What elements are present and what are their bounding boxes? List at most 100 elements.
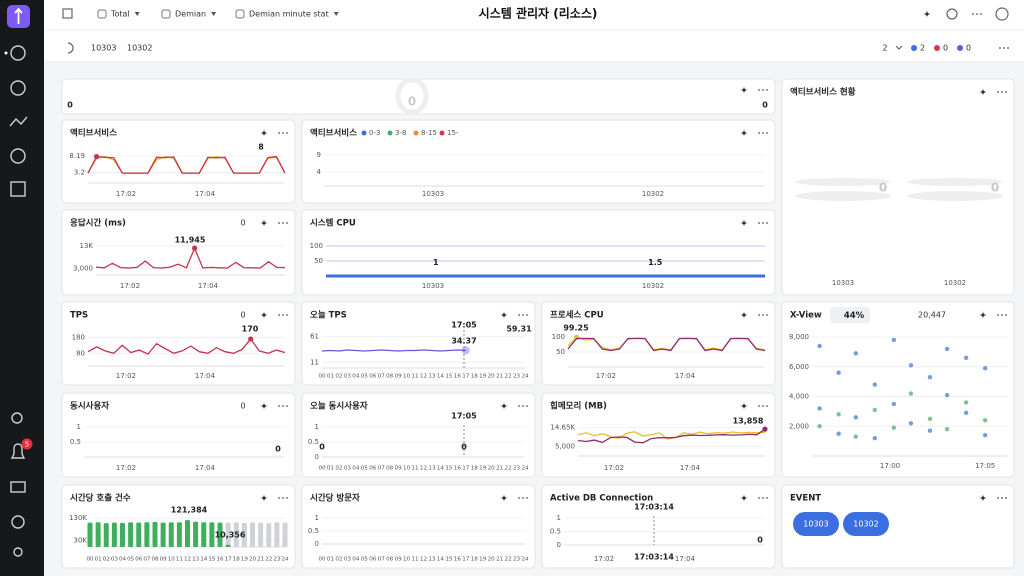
scatter-point[interactable] xyxy=(853,351,858,356)
scatter-point[interactable] xyxy=(891,401,897,407)
menu-dot[interactable] xyxy=(758,89,760,91)
ai-icon[interactable] xyxy=(740,311,748,319)
menu-dot[interactable] xyxy=(286,222,288,224)
scatter-point[interactable] xyxy=(836,370,841,375)
menu-dot[interactable] xyxy=(758,222,760,224)
agent-tab[interactable]: 10303 xyxy=(91,44,116,53)
menu-dot[interactable] xyxy=(522,314,524,316)
menu-dot[interactable] xyxy=(758,314,760,316)
ai-icon[interactable] xyxy=(260,129,268,137)
ai-icon[interactable] xyxy=(979,88,987,96)
menu-dot[interactable] xyxy=(278,132,280,134)
scatter-point[interactable] xyxy=(817,406,822,411)
scatter-point[interactable] xyxy=(836,412,841,417)
scatter-point[interactable] xyxy=(908,421,914,426)
nav-icon[interactable] xyxy=(10,443,26,459)
breadcrumb[interactable]: Demian xyxy=(175,10,206,19)
scatter-point[interactable] xyxy=(836,431,841,436)
menu-dot[interactable] xyxy=(518,314,520,316)
menu-dot[interactable] xyxy=(1007,47,1009,49)
menu-dot[interactable] xyxy=(976,13,978,15)
scatter-point[interactable] xyxy=(817,424,822,429)
menu-dot[interactable] xyxy=(766,405,768,407)
menu-dot[interactable] xyxy=(758,497,760,499)
scatter-point[interactable] xyxy=(872,382,877,387)
scatter-point[interactable] xyxy=(927,374,933,380)
scatter-point[interactable] xyxy=(944,427,950,432)
menu-dot[interactable] xyxy=(278,497,280,499)
scatter-point[interactable] xyxy=(817,343,822,349)
scatter-point[interactable] xyxy=(982,432,988,438)
menu-dot[interactable] xyxy=(997,497,999,499)
scatter-point[interactable] xyxy=(853,434,858,439)
scatter-point[interactable] xyxy=(872,435,877,441)
menu-dot[interactable] xyxy=(282,132,284,134)
breadcrumb[interactable]: Demian minute stat xyxy=(249,10,329,19)
nav-icon[interactable] xyxy=(10,148,26,164)
nav-icon[interactable] xyxy=(13,547,23,557)
menu-dot[interactable] xyxy=(286,405,288,407)
ai-icon[interactable] xyxy=(260,494,268,502)
menu-dot[interactable] xyxy=(762,314,764,316)
ai-icon[interactable] xyxy=(740,402,748,410)
menu-dot[interactable] xyxy=(526,314,528,316)
menu-dot[interactable] xyxy=(282,497,284,499)
menu-dot[interactable] xyxy=(766,222,768,224)
scatter-point[interactable] xyxy=(853,415,858,420)
menu-dot[interactable] xyxy=(278,222,280,224)
event-button[interactable] xyxy=(793,512,839,536)
menu-dot[interactable] xyxy=(286,132,288,134)
menu-dot[interactable] xyxy=(522,497,524,499)
scatter-point[interactable] xyxy=(963,410,969,416)
breadcrumb-icon[interactable] xyxy=(97,9,107,19)
ai-icon[interactable] xyxy=(500,311,508,319)
menu-dot[interactable] xyxy=(762,497,764,499)
menu-dot[interactable] xyxy=(518,497,520,499)
menu-dot[interactable] xyxy=(762,89,764,91)
scatter-point[interactable] xyxy=(927,416,933,422)
menu-dot[interactable] xyxy=(286,314,288,316)
scatter-point[interactable] xyxy=(982,366,988,371)
scatter-point[interactable] xyxy=(872,407,877,413)
ai-icon[interactable] xyxy=(740,494,748,502)
event-button-label[interactable]: 10303 xyxy=(803,520,828,529)
menu-dot[interactable] xyxy=(766,497,768,499)
menu-dot[interactable] xyxy=(758,132,760,134)
scatter-point[interactable] xyxy=(908,363,914,368)
menu-dot[interactable] xyxy=(1001,497,1003,499)
menu-dot[interactable] xyxy=(1005,314,1007,316)
menu-dot[interactable] xyxy=(518,405,520,407)
scatter-point[interactable] xyxy=(963,400,969,405)
event-button-label[interactable]: 10302 xyxy=(853,520,878,529)
ai-icon[interactable] xyxy=(740,86,748,94)
menu-dot[interactable] xyxy=(1001,314,1003,316)
agent-tab[interactable]: 10302 xyxy=(127,44,152,53)
menu-dot[interactable] xyxy=(526,405,528,407)
scatter-point[interactable] xyxy=(944,346,950,352)
scatter-point[interactable] xyxy=(982,418,988,423)
ai-icon[interactable] xyxy=(260,402,268,410)
menu-dot[interactable] xyxy=(997,91,999,93)
nav-icon[interactable] xyxy=(11,515,25,529)
scatter-point[interactable] xyxy=(927,428,933,433)
ai-icon[interactable] xyxy=(260,311,268,319)
breadcrumb-icon[interactable] xyxy=(235,9,245,19)
nav-icon[interactable] xyxy=(11,412,23,424)
nav-icon[interactable] xyxy=(10,45,26,61)
ai-icon[interactable] xyxy=(740,219,748,227)
nav-icon[interactable] xyxy=(10,80,26,96)
menu-dot[interactable] xyxy=(999,47,1001,49)
ai-icon[interactable] xyxy=(979,311,987,319)
menu-dot[interactable] xyxy=(282,222,284,224)
icon[interactable] xyxy=(62,8,73,19)
menu-dot[interactable] xyxy=(758,405,760,407)
ai-icon[interactable] xyxy=(500,494,508,502)
menu-dot[interactable] xyxy=(1001,91,1003,93)
nav-icon[interactable] xyxy=(9,116,28,127)
menu-dot[interactable] xyxy=(766,314,768,316)
menu-dot[interactable] xyxy=(282,314,284,316)
breadcrumb[interactable]: Total xyxy=(110,10,130,19)
menu-dot[interactable] xyxy=(980,13,982,15)
menu-dot[interactable] xyxy=(1003,47,1005,49)
menu-dot[interactable] xyxy=(278,405,280,407)
